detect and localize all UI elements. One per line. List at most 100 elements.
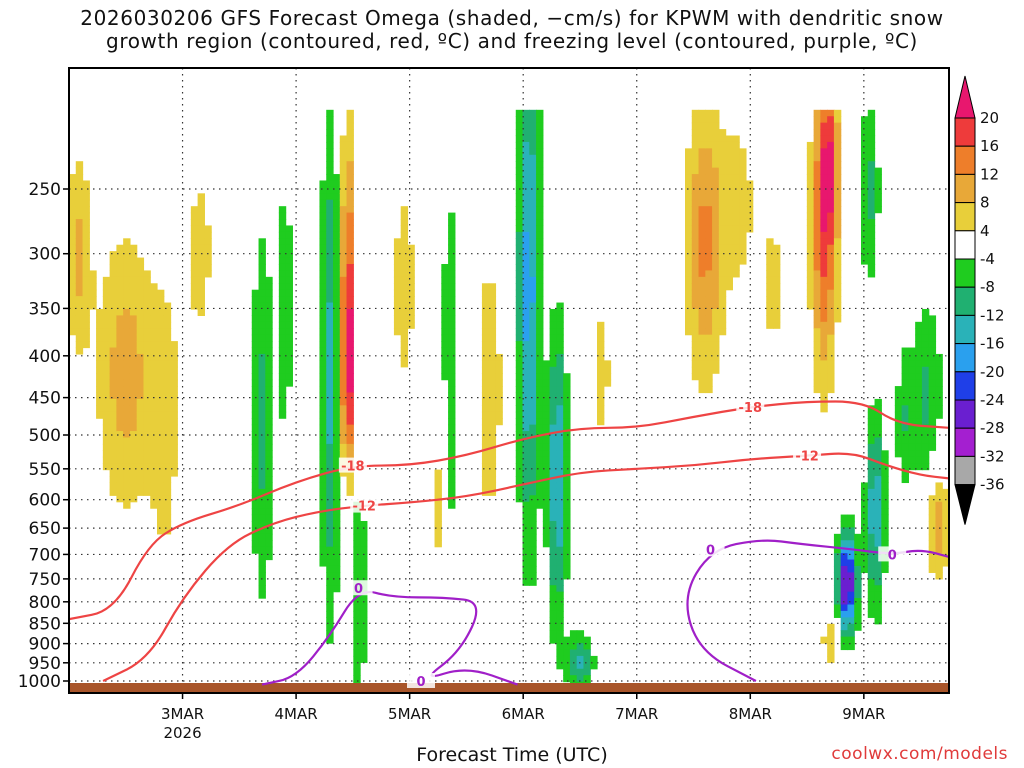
- omega-cell: [333, 283, 341, 291]
- omega-cell: [251, 386, 260, 394]
- omega-cell: [840, 636, 849, 644]
- omega-cell: [326, 572, 334, 580]
- omega-cell: [827, 206, 835, 214]
- omega-cell: [718, 212, 727, 220]
- omega-cell: [840, 585, 849, 593]
- omega-cell: [522, 109, 530, 117]
- omega-cell: [705, 148, 713, 156]
- omega-cell: [732, 141, 740, 149]
- omega-cell: [251, 540, 260, 548]
- omega-cell: [542, 411, 551, 419]
- omega-cell: [326, 289, 334, 297]
- omega-cell: [75, 193, 84, 201]
- omega-cell: [285, 302, 293, 310]
- omega-cell: [874, 610, 882, 618]
- omega-cell: [123, 257, 131, 265]
- omega-cell: [563, 469, 571, 477]
- omega-cell: [339, 296, 348, 304]
- omega-cell: [691, 122, 700, 130]
- omega-cell: [698, 212, 706, 220]
- omega-cell: [488, 379, 497, 387]
- omega-cell: [170, 360, 178, 368]
- omega-cell: [833, 225, 842, 233]
- omega-cell: [827, 636, 835, 644]
- omega-cell: [861, 199, 869, 207]
- omega-cell: [874, 456, 882, 464]
- omega-cell: [705, 263, 713, 272]
- omega-cell: [448, 231, 456, 239]
- omega-cell: [915, 321, 923, 329]
- omega-cell: [685, 186, 693, 194]
- omega-cell: [129, 347, 138, 355]
- omega-cell: [326, 141, 334, 149]
- omega-cell: [339, 257, 348, 265]
- omega-cell: [536, 251, 544, 259]
- omega-cell: [251, 398, 260, 406]
- omega-cell: [874, 411, 882, 419]
- omega-cell: [150, 373, 158, 381]
- omega-cell: [258, 283, 266, 291]
- omega-cell: [549, 604, 557, 612]
- omega-cell: [136, 437, 145, 445]
- omega-cell: [603, 366, 612, 374]
- omega-cell: [542, 456, 551, 464]
- omega-cell: [847, 643, 855, 651]
- omega-cell: [488, 398, 497, 406]
- omega-cell: [739, 161, 747, 169]
- omega-cell: [813, 116, 821, 124]
- omega-cell: [522, 514, 530, 522]
- colorbar-swatch: [954, 343, 976, 373]
- omega-cell: [861, 482, 869, 490]
- omega-cell: [705, 244, 713, 252]
- omega-cell: [319, 193, 327, 201]
- omega-cell: [522, 276, 530, 284]
- omega-cell: [400, 328, 409, 336]
- omega-cell: [820, 379, 828, 387]
- omega-cell: [874, 533, 882, 541]
- omega-cell: [150, 360, 158, 368]
- omega-cell: [881, 559, 889, 567]
- omega-cell: [854, 610, 862, 618]
- omega-cell: [549, 334, 557, 342]
- omega-cell: [116, 334, 124, 342]
- credit-link[interactable]: coolwx.com/models: [831, 744, 1008, 764]
- omega-cell: [874, 398, 882, 406]
- omega-cell: [536, 270, 544, 278]
- omega-cell: [522, 283, 530, 291]
- omega-cell: [921, 450, 930, 458]
- omega-cell: [597, 341, 605, 349]
- omega-cell: [766, 283, 774, 291]
- omega-cell: [326, 135, 334, 143]
- omega-cell: [725, 161, 733, 169]
- omega-cell: [109, 476, 117, 484]
- omega-cell: [251, 488, 260, 496]
- omega-cell: [339, 161, 348, 169]
- omega-cell: [536, 276, 544, 284]
- omega-cell: [346, 167, 354, 175]
- omega-cell: [488, 469, 497, 477]
- omega-cell: [339, 424, 348, 432]
- omega-cell: [265, 334, 273, 342]
- omega-cell: [129, 379, 138, 387]
- omega-cell: [407, 283, 415, 291]
- omega-cell: [556, 463, 564, 471]
- omega-cell: [867, 488, 876, 496]
- omega-cell: [522, 296, 530, 304]
- omega-cell: [563, 398, 571, 406]
- omega-cell: [820, 347, 828, 355]
- omega-cell: [840, 591, 849, 599]
- omega-cell: [481, 450, 490, 458]
- omega-cell: [190, 276, 199, 284]
- omega-cell: [393, 296, 402, 304]
- omega-cell: [691, 283, 700, 291]
- omega-cell: [89, 276, 97, 284]
- omega-cell: [339, 212, 348, 220]
- omega-cell: [908, 424, 916, 432]
- omega-cell: [102, 276, 111, 284]
- omega-cell: [285, 238, 293, 246]
- grid-layer: [69, 68, 949, 693]
- omega-cell: [116, 463, 124, 471]
- contour-label: 0: [354, 582, 363, 597]
- omega-cell: [874, 476, 882, 484]
- omega-cell: [712, 315, 720, 323]
